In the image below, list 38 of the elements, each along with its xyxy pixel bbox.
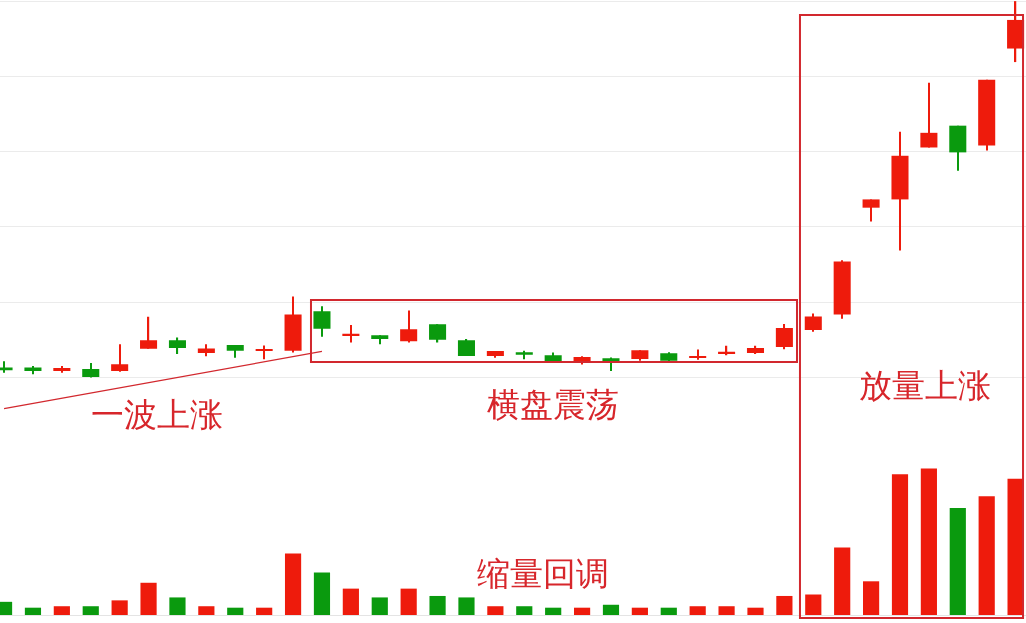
bar [949,507,966,616]
bar [776,595,793,616]
bar [342,588,359,616]
bar [53,606,70,616]
bar [487,606,504,616]
bar [747,607,764,616]
bar [516,606,533,616]
bar [313,572,331,616]
annotation: 缩量回调 [477,554,609,593]
text: 横盘震荡 [487,385,619,424]
bar [82,606,99,616]
bar [602,604,620,616]
bar [458,597,475,616]
bar [631,607,648,616]
bar [834,547,851,616]
bar [863,581,880,616]
bar [169,597,186,616]
text: 一波上涨 [91,395,223,434]
bar [920,468,937,616]
bar [891,474,909,616]
bar [660,607,677,616]
bar [111,600,128,616]
bar [718,606,735,616]
bar [545,607,562,616]
bar [256,607,273,616]
bar [805,594,822,616]
bar [978,496,995,616]
bar [689,606,706,616]
bar [24,607,42,616]
bar [371,597,388,616]
bar [400,588,417,616]
bar [140,582,157,616]
bar [227,607,244,616]
annotation: 放量上涨 [859,366,991,405]
bar [198,606,215,616]
bar [429,595,446,616]
bar [573,607,591,616]
bar [284,553,302,616]
